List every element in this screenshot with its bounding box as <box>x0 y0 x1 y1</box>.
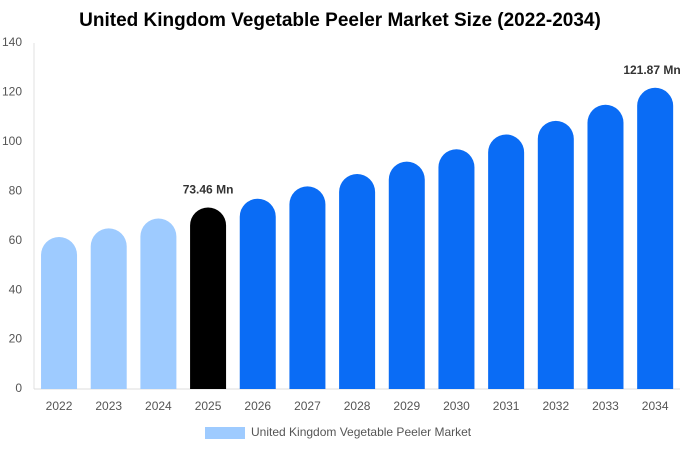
y-tick-label: 120 <box>2 85 22 99</box>
x-tick-label: 2034 <box>642 399 669 413</box>
x-tick-label: 2033 <box>592 399 619 413</box>
bar <box>438 149 475 389</box>
value-label: 121.87 Mn <box>623 63 680 77</box>
x-tick-label: 2032 <box>542 399 569 413</box>
bar <box>90 228 127 389</box>
bar <box>537 120 574 389</box>
x-tick-label: 2022 <box>46 399 73 413</box>
bar <box>140 218 177 389</box>
x-tick-label: 2026 <box>244 399 271 413</box>
y-tick-label: 140 <box>2 35 22 49</box>
x-tick-label: 2030 <box>443 399 470 413</box>
legend-label: United Kingdom Vegetable Peeler Market <box>251 425 472 439</box>
x-tick-label: 2028 <box>344 399 371 413</box>
value-label: 73.46 Mn <box>183 183 234 197</box>
bar <box>239 198 276 389</box>
x-tick-label: 2025 <box>195 399 222 413</box>
x-tick-label: 2023 <box>95 399 122 413</box>
bar <box>488 134 525 389</box>
x-tick-label: 2027 <box>294 399 321 413</box>
chart-title: United Kingdom Vegetable Peeler Market S… <box>79 10 601 31</box>
x-tick-label: 2029 <box>393 399 420 413</box>
bar <box>637 87 674 389</box>
bar <box>388 161 425 389</box>
bar <box>587 104 624 390</box>
y-tick-label: 80 <box>9 183 23 197</box>
y-tick-label: 0 <box>15 381 22 395</box>
bar <box>339 173 376 389</box>
y-tick-label: 60 <box>9 233 23 247</box>
x-tick-label: 2031 <box>493 399 520 413</box>
y-tick-label: 100 <box>2 134 22 148</box>
x-tick-label: 2024 <box>145 399 172 413</box>
y-tick-label: 40 <box>9 282 23 296</box>
bar <box>41 237 78 389</box>
bar <box>289 186 326 389</box>
y-tick-label: 20 <box>9 332 23 346</box>
legend-swatch <box>205 427 245 439</box>
bar <box>190 207 227 389</box>
